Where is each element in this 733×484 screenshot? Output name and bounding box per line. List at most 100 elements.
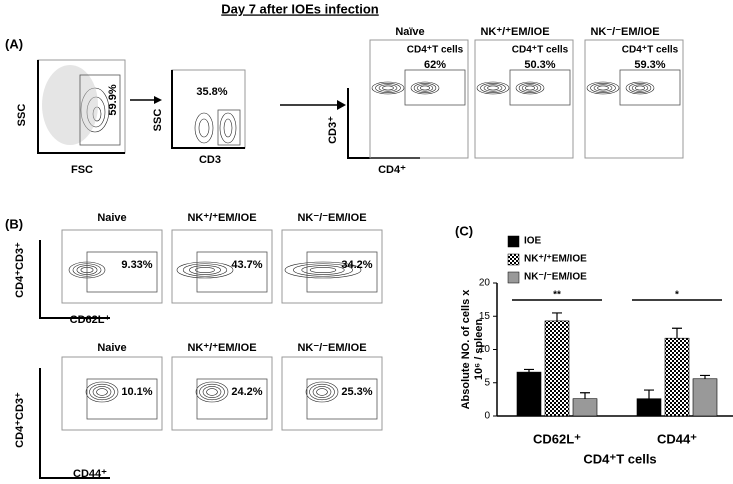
contour [628, 83, 652, 93]
y-label-line: 10⁶ / spleen [473, 319, 485, 381]
y-label: SSC [16, 104, 28, 127]
gate [306, 378, 378, 420]
contour [590, 83, 616, 93]
plot-frame [281, 229, 383, 304]
gate [217, 109, 241, 146]
y-label-line: Absolute NO. of cells x [460, 289, 472, 410]
x-tick-label: CD44⁺ [657, 431, 697, 446]
error-bar [552, 312, 562, 321]
contour [182, 263, 228, 277]
contour [487, 85, 499, 91]
contour [416, 84, 434, 92]
gate-label: CD4⁺T cells [622, 45, 679, 56]
plot-axis [347, 88, 420, 159]
contour [515, 81, 545, 95]
contour [378, 84, 398, 92]
error-bar [644, 389, 654, 399]
error-bar [524, 368, 534, 373]
plot-frame [281, 356, 383, 431]
contour [293, 263, 353, 277]
gate-value: 34.2% [341, 259, 372, 271]
significance: ** [553, 290, 561, 301]
gate [86, 378, 158, 420]
plot-frame [171, 69, 246, 149]
contour [195, 381, 229, 403]
contour [413, 83, 437, 93]
gate [196, 251, 268, 293]
contour [199, 383, 225, 401]
contour [195, 266, 215, 274]
y-label: Absolute NO. of cells x10⁶ / spleen [460, 289, 485, 410]
contour [518, 83, 542, 93]
bar [636, 398, 662, 417]
plot-axis [37, 60, 125, 154]
group-header: NK⁻/⁻EM/IOE [297, 212, 366, 224]
contour [419, 85, 431, 91]
legend-label: IOE [524, 236, 542, 247]
gate-value: 9.33% [121, 259, 152, 271]
contour [309, 266, 337, 274]
plot-axis [39, 240, 110, 319]
bar [544, 320, 570, 417]
contour [483, 84, 503, 92]
gate-label: CD4⁺T cells [407, 45, 464, 56]
gate [306, 251, 378, 293]
contour [480, 83, 506, 93]
x-label: CD3 [199, 154, 221, 166]
gate [509, 69, 571, 106]
contour [202, 386, 222, 398]
plot-axis [171, 70, 245, 149]
gate-value: 24.2% [231, 386, 262, 398]
contour [309, 383, 335, 401]
contour [194, 112, 237, 144]
gate-value: 50.3% [524, 59, 555, 71]
error-bar [672, 327, 682, 339]
contour [301, 265, 345, 275]
contour [96, 388, 108, 396]
significance: * [675, 290, 679, 301]
group-header: Naïve [395, 26, 424, 38]
arrow [280, 100, 346, 110]
contour [410, 81, 440, 95]
arrow [130, 96, 162, 104]
contour [524, 85, 536, 91]
bar [572, 398, 598, 417]
bar [692, 378, 718, 417]
y-label: CD3⁺ [327, 116, 339, 144]
y-label: CD4⁺CD3⁺ [14, 392, 26, 448]
error-bar [580, 392, 590, 399]
x-label: CD4⁺T cells [583, 451, 656, 466]
group-header: NK⁺/⁺EM/IOE [187, 342, 256, 354]
y-tick-label: 0 [484, 411, 490, 422]
contour [593, 84, 613, 92]
x-label: CD44⁺ [73, 468, 107, 480]
contour [284, 261, 362, 279]
gate-value: 62% [424, 59, 446, 71]
gate-value: 59.9% [107, 84, 119, 115]
panel-label: (B) [5, 216, 23, 231]
group-header: Naive [97, 212, 126, 224]
gate-value: 35.8% [196, 86, 227, 98]
gate [86, 251, 158, 293]
panel-label: (A) [5, 36, 23, 51]
plot-frame [171, 229, 273, 304]
gate-value: 10.1% [121, 386, 152, 398]
legend-swatch [507, 271, 520, 284]
gate-value: 59.3% [634, 59, 665, 71]
contour [312, 386, 332, 398]
legend-label: NK⁻/⁻EM/IOE [524, 272, 587, 283]
y-tick-label: 15 [479, 311, 491, 322]
group-header: NK⁺/⁺EM/IOE [187, 212, 256, 224]
contour [206, 388, 218, 396]
y-tick-label: 10 [479, 344, 491, 355]
legend-swatch [507, 235, 520, 248]
plot-frame [474, 39, 574, 159]
plot-axis [39, 368, 110, 479]
gate-label: CD4⁺T cells [512, 45, 569, 56]
contour [85, 381, 119, 403]
legend-label: NK⁺/⁺EM/IOE [524, 254, 587, 265]
contour [305, 381, 339, 403]
contour [42, 65, 110, 145]
legend-swatch [507, 253, 520, 266]
